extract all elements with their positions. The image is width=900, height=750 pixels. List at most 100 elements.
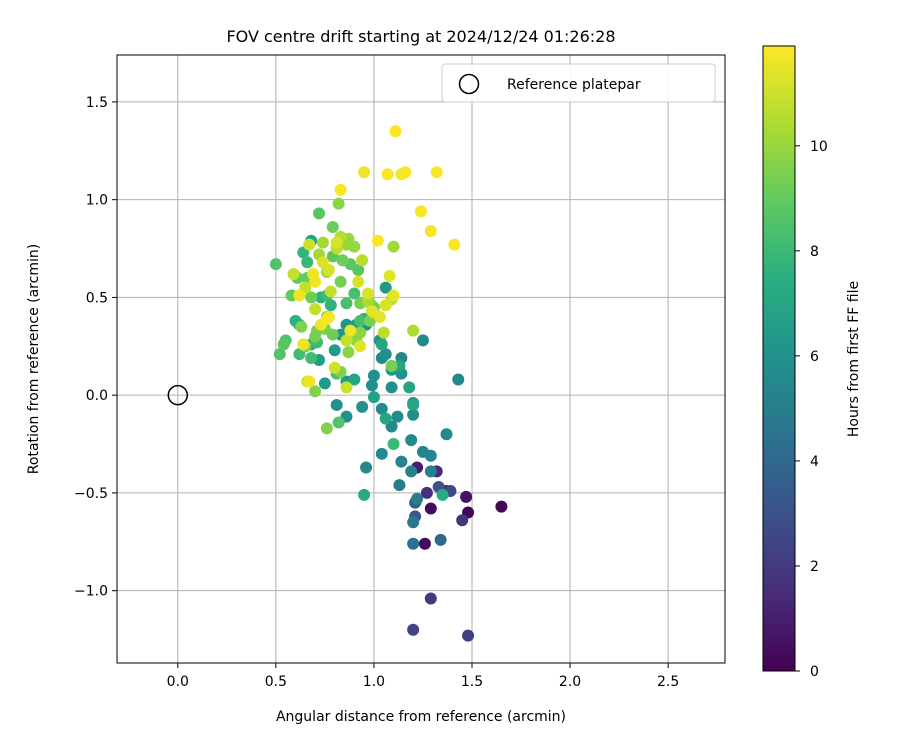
data-point [462,629,475,642]
data-point [495,500,508,513]
plot-frame [116,54,726,664]
data-point [342,346,355,359]
data-points [269,125,508,642]
data-point [328,361,341,374]
y-tick-label: −1.0 [74,584,108,600]
data-point [387,240,400,253]
data-point [307,267,320,280]
data-point [348,240,361,253]
data-point [385,381,398,394]
data-point [332,416,345,429]
data-point [375,338,388,351]
data-point [309,330,322,343]
colorbar: 0 2 4 6 8 10 Hours from first FF file [762,45,862,680]
colorbar-tick-label: 2 [810,559,819,575]
data-point [305,291,318,304]
data-point [430,166,443,179]
data-point [330,398,343,411]
data-point [405,465,418,478]
x-tick-label: 2.5 [657,674,679,690]
data-point [320,312,333,325]
data-point [293,289,306,302]
colorbar-tick-label: 0 [810,664,819,680]
data-point [313,207,326,220]
data-point [348,373,361,386]
plot-background [117,55,725,663]
chart-title: FOV centre drift starting at 2024/12/24 … [226,27,615,46]
x-tick-label: 1.0 [363,674,385,690]
y-tick-label: 1.5 [86,95,108,111]
y-axis-ticks: −1.0 −0.5 0.0 0.5 1.0 1.5 [74,95,117,600]
data-point [322,264,335,277]
data-point [360,461,373,474]
data-point [399,166,412,179]
data-point [424,502,437,515]
data-point [354,340,367,353]
data-point [324,299,337,312]
data-point [332,197,345,210]
data-point [407,537,420,550]
data-point [356,254,369,267]
data-point [309,385,322,398]
data-point [424,224,437,237]
data-point [383,269,396,282]
data-point [301,256,314,269]
x-tick-label: 0.0 [167,674,189,690]
data-point [334,183,347,196]
colorbar-label: Hours from first FF file [846,281,862,437]
data-point [326,221,339,234]
colorbar-ticks: 0 2 4 6 8 10 [795,139,828,680]
data-point [320,422,333,435]
y-tick-label: 0.5 [86,290,108,306]
data-point [377,326,390,339]
data-point [348,287,361,300]
colorbar-tick-label: 8 [810,244,819,260]
data-point [403,381,416,394]
data-point [391,410,404,423]
data-point [365,305,378,318]
data-point [297,338,310,351]
data-point [358,488,371,501]
legend: Reference platepar [441,63,716,103]
data-point [340,381,353,394]
data-point [452,373,465,386]
data-point [420,486,433,499]
x-axis-label: Angular distance from reference (arcmin) [276,709,566,725]
data-point [416,334,429,347]
data-point [344,324,357,337]
data-point [424,449,437,462]
y-tick-label: 1.0 [86,193,108,209]
data-point [362,287,375,300]
data-point [395,455,408,468]
data-point [354,314,367,327]
data-point [440,428,453,441]
data-point [309,303,322,316]
y-tick-label: −0.5 [74,486,108,502]
colorbar-tick-label: 4 [810,454,819,470]
data-point [381,168,394,181]
data-point [407,516,420,529]
x-tick-label: 2.0 [559,674,581,690]
data-point [387,289,400,302]
data-point [411,492,424,505]
y-tick-label: 0.0 [86,388,108,404]
data-point [354,326,367,339]
colorbar-tick-label: 6 [810,349,819,365]
reference-marker-group [167,384,189,406]
data-point [379,281,392,294]
data-point [330,236,343,249]
colorbar-gradient [762,45,796,672]
data-point [367,369,380,382]
colorbar-tick-label: 10 [810,139,828,155]
data-point [387,438,400,451]
data-point [379,412,392,425]
data-point [448,238,461,251]
data-point [418,537,431,550]
legend-label: Reference platepar [507,77,641,93]
data-point [424,465,437,478]
data-point [424,592,437,605]
data-point [318,377,331,390]
x-axis-ticks: 0.0 0.5 1.0 1.5 2.0 2.5 [167,663,679,690]
data-point [340,297,353,310]
